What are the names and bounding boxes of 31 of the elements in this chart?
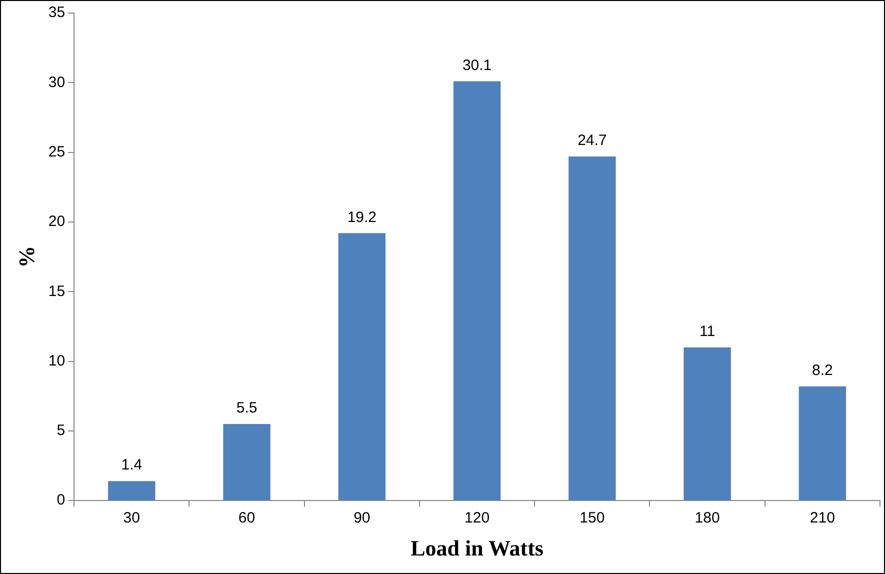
data-label: 19.2 [347,208,377,226]
y-tick-label: 20 [48,213,66,230]
data-label: 5.5 [236,400,258,417]
y-axis-title: % [14,246,39,268]
bar [223,424,270,500]
data-label: 8.2 [812,362,833,380]
y-tick-label: 35 [48,4,66,22]
bar [798,386,846,500]
x-tick-label: 150 [580,510,605,527]
bar [568,156,616,500]
data-label: 30.1 [462,56,492,74]
y-tick-label: 15 [48,282,66,300]
y-tick-label: 10 [48,352,66,370]
x-tick-label: 210 [810,510,835,527]
x-tick-label: 30 [123,510,140,527]
data-label: 24.7 [578,132,607,150]
x-tick-label: 90 [354,510,370,527]
y-tick-label: 25 [48,143,66,160]
bar [108,481,156,500]
bar [684,347,731,500]
y-tick-label: 0 [56,492,66,509]
x-tick-label: 120 [464,510,490,527]
x-tick-label: 60 [238,510,256,527]
bar [338,233,386,500]
y-tick-label: 5 [56,422,66,440]
data-label: 1.4 [121,456,142,474]
data-label: 11 [700,322,716,340]
bar [453,81,501,500]
y-tick-label: 30 [48,74,66,91]
x-tick-label: 180 [694,510,720,527]
x-axis-title: Load in Watts [410,535,544,560]
